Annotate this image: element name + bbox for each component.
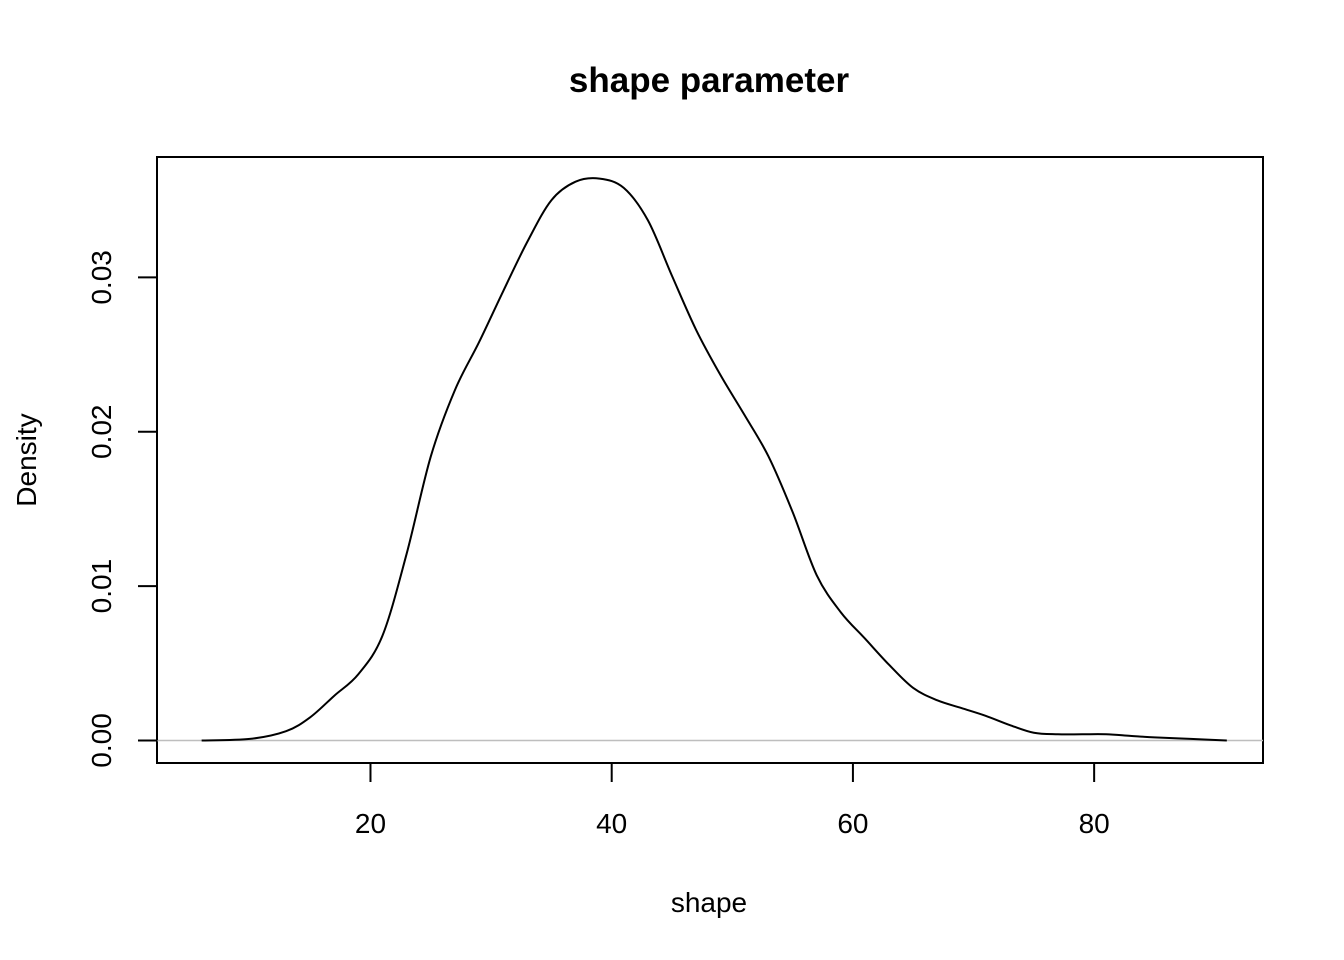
y-axis: 0.00 0.01 0.02 0.03: [86, 250, 158, 768]
y-tick-label: 0.02: [86, 405, 117, 460]
y-axis-label: Density: [11, 413, 42, 506]
y-tick-label: 0.00: [86, 713, 117, 768]
y-tick-label: 0.01: [86, 559, 117, 614]
x-tick-label: 40: [596, 808, 627, 839]
x-axis-label: shape: [671, 887, 747, 918]
chart-title: shape parameter: [569, 61, 850, 100]
x-tick-label: 60: [837, 808, 868, 839]
density-line: [201, 177, 1227, 742]
x-tick-label: 20: [355, 808, 386, 839]
plot-frame: [156, 156, 1264, 764]
x-tick-label: 80: [1079, 808, 1110, 839]
x-axis: 20 40 60 80: [355, 762, 1110, 839]
y-tick-label: 0.03: [86, 250, 117, 305]
